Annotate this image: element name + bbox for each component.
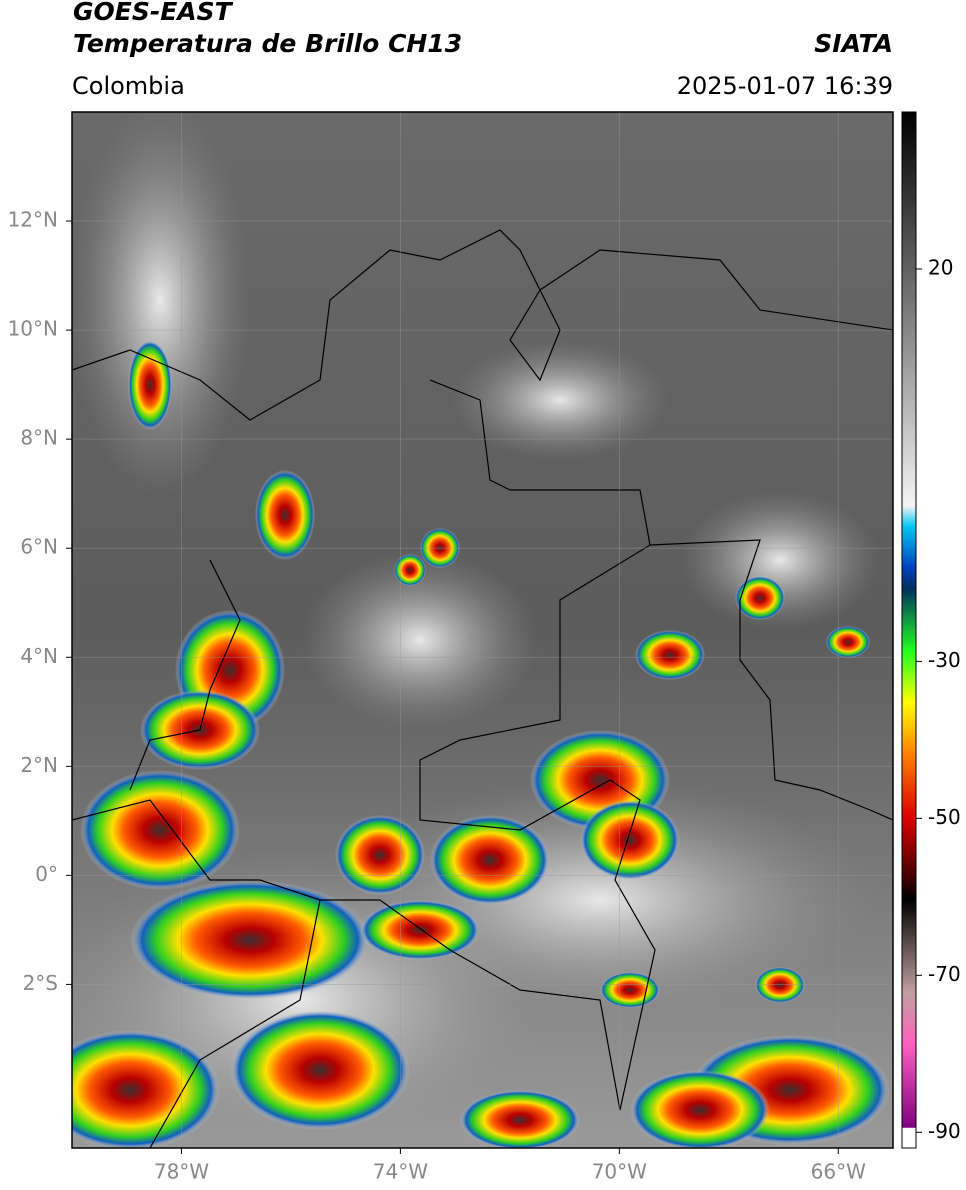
map-frame bbox=[71, 111, 894, 1149]
subtitle: Temperatura de Brillo CH13 bbox=[73, 29, 462, 58]
title: GOES-EAST bbox=[73, 0, 234, 26]
borders bbox=[72, 229, 893, 1148]
y-tick-label: 2°N bbox=[20, 753, 58, 777]
colorbar-tick-label: -90 bbox=[928, 1119, 961, 1143]
y-tick-label: 2°S bbox=[23, 971, 58, 995]
colorbar-tick-label: -50 bbox=[928, 805, 961, 829]
colorbar-tick-label: 20 bbox=[928, 255, 953, 279]
x-tick-label: 78°W bbox=[154, 1160, 209, 1184]
x-tick-label: 70°W bbox=[592, 1160, 647, 1184]
source: SIATA bbox=[814, 29, 893, 58]
y-tick-label: 4°N bbox=[20, 644, 58, 668]
colorbar-tick-label: -70 bbox=[928, 962, 961, 986]
y-tick-label: 12°N bbox=[8, 208, 58, 232]
satellite-image bbox=[72, 112, 893, 1148]
region: Colombia bbox=[72, 72, 185, 100]
y-tick-label: 10°N bbox=[8, 317, 58, 341]
colorbar bbox=[901, 111, 917, 1149]
grid bbox=[72, 112, 893, 1148]
y-tick-label: 6°N bbox=[20, 535, 58, 559]
x-tick-label: 66°W bbox=[811, 1160, 866, 1184]
colorbar-tick-label: -30 bbox=[928, 648, 961, 672]
datetime: 2025-01-07 16:39 bbox=[677, 72, 893, 100]
y-tick-label: 0° bbox=[35, 862, 58, 886]
x-tick-label: 74°W bbox=[373, 1160, 428, 1184]
y-tick-label: 8°N bbox=[20, 426, 58, 450]
storm-cells bbox=[72, 340, 890, 1148]
